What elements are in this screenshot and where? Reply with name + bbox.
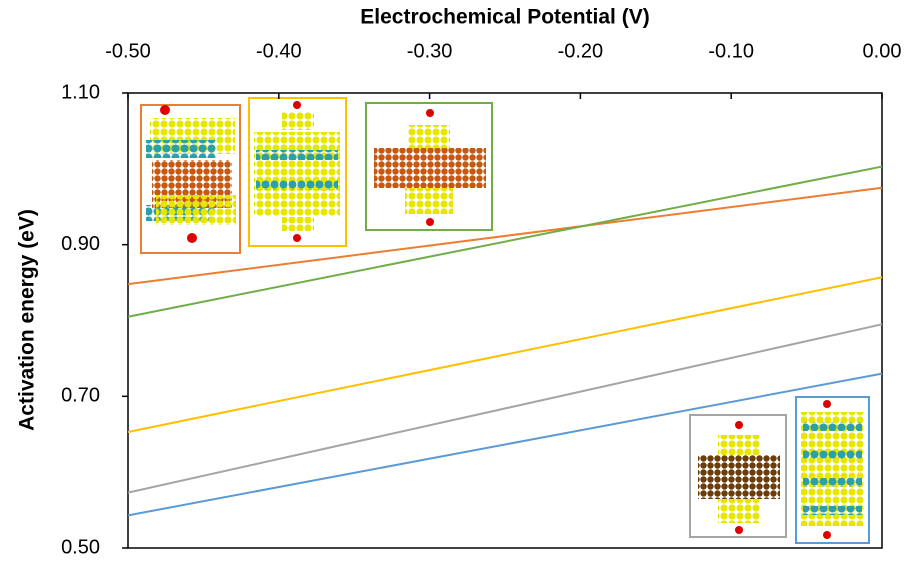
y-tick-label: 0.90 (61, 233, 100, 255)
structure-insets (140, 97, 870, 544)
x-tick-label: -0.50 (105, 40, 151, 62)
y-tick-label: 0.50 (61, 536, 100, 558)
inset-gray (689, 414, 787, 538)
inset-green (365, 102, 493, 231)
x-tick-label: -0.20 (558, 40, 604, 62)
x-tick-label: 0.00 (863, 40, 902, 62)
x-tick-label: -0.40 (256, 40, 302, 62)
inset-yellow (248, 97, 347, 247)
series-line (127, 165, 883, 318)
series-line (127, 372, 883, 517)
y-axis-title: Activation energy (eV) (16, 209, 39, 431)
series-line (127, 276, 883, 433)
inset-blue (795, 396, 870, 544)
x-axis-title: Electrochemical Potential (V) (360, 6, 649, 29)
plot-frame (127, 92, 883, 549)
inset-orange (140, 104, 241, 254)
series-line (127, 323, 883, 494)
y-tick-label: 1.10 (61, 81, 100, 103)
series-line (127, 186, 883, 286)
x-tick-label: -0.10 (708, 40, 754, 62)
x-tick-label: -0.30 (407, 40, 453, 62)
y-tick-label: 0.70 (61, 385, 100, 407)
plot-area (127, 165, 883, 517)
